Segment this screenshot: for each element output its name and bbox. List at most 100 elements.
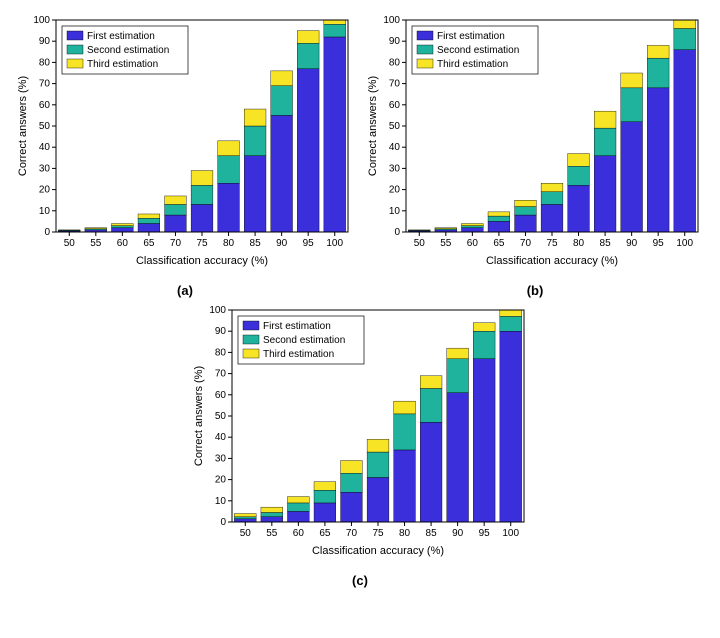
chart-svg: 0102030405060708090100505560657075808590… <box>188 302 532 566</box>
xtick-label: 65 <box>143 238 155 249</box>
bar-segment <box>111 228 133 232</box>
bar-segment <box>447 359 469 393</box>
bar-segment <box>461 228 483 232</box>
ytick-label: 70 <box>389 79 401 90</box>
bar-segment <box>488 221 510 232</box>
bar-segment <box>297 43 319 68</box>
ytick-label: 100 <box>383 15 400 26</box>
ytick-label: 0 <box>220 517 226 528</box>
bar-segment <box>341 473 363 492</box>
ytick-label: 90 <box>389 36 401 47</box>
panel-label-c: (c) <box>188 573 532 588</box>
bar-segment <box>297 69 319 232</box>
xtick-label: 95 <box>653 238 665 249</box>
bar-segment <box>541 192 563 205</box>
xtick-label: 95 <box>479 528 491 539</box>
xtick-label: 85 <box>426 528 438 539</box>
bar-segment <box>488 212 510 216</box>
bar-segment <box>138 218 160 223</box>
bar-segment <box>394 401 416 414</box>
xtick-label: 90 <box>276 238 288 249</box>
bar-segment <box>515 207 537 215</box>
bar-segment <box>568 154 590 167</box>
legend-label: Second estimation <box>437 45 519 56</box>
ytick-label: 90 <box>39 36 51 47</box>
bar-segment <box>234 514 256 517</box>
ytick-label: 100 <box>209 305 226 316</box>
x-axis-label: Classification accuracy (%) <box>136 255 268 267</box>
y-axis-label: Correct answers (%) <box>193 366 205 466</box>
chart-b: 0102030405060708090100505560657075808590… <box>362 12 706 281</box>
bar-segment <box>500 310 522 316</box>
bar-segment <box>500 331 522 522</box>
bar-segment <box>594 128 616 156</box>
bar-segment <box>244 156 266 232</box>
ytick-label: 80 <box>215 347 227 358</box>
ytick-label: 10 <box>215 496 227 507</box>
bar-segment <box>314 503 336 522</box>
bar-segment <box>515 215 537 232</box>
xtick-label: 80 <box>399 528 411 539</box>
bar-segment <box>271 86 293 116</box>
bar-segment <box>261 512 283 516</box>
bar-segment <box>297 31 319 44</box>
bar-segment <box>234 517 256 519</box>
xtick-label: 55 <box>266 528 278 539</box>
bar-segment <box>287 511 309 522</box>
legend-swatch <box>67 31 83 40</box>
bar-segment <box>461 226 483 228</box>
chart-svg: 0102030405060708090100505560657075808590… <box>12 12 356 276</box>
xtick-label: 100 <box>502 528 519 539</box>
panel-b: 0102030405060708090100505560657075808590… <box>362 12 708 298</box>
bar-segment <box>541 183 563 191</box>
ytick-label: 30 <box>389 163 401 174</box>
bar-segment <box>138 224 160 232</box>
bar-segment <box>621 88 643 122</box>
bar-segment <box>191 171 213 186</box>
legend-swatch <box>67 59 83 68</box>
ytick-label: 10 <box>39 206 51 217</box>
bar-segment <box>568 166 590 185</box>
xtick-label: 90 <box>452 528 464 539</box>
ytick-label: 10 <box>389 206 401 217</box>
ytick-label: 60 <box>389 100 401 111</box>
ytick-label: 0 <box>44 227 50 238</box>
bar-segment <box>568 185 590 232</box>
xtick-label: 85 <box>600 238 612 249</box>
bar-segment <box>435 228 457 229</box>
bar-segment <box>165 215 187 232</box>
xtick-label: 75 <box>196 238 208 249</box>
bar-segment <box>500 316 522 331</box>
xtick-label: 95 <box>303 238 315 249</box>
legend-label: Third estimation <box>263 349 334 360</box>
xtick-label: 55 <box>90 238 102 249</box>
legend-swatch <box>243 335 259 344</box>
ytick-label: 30 <box>215 453 227 464</box>
bar-segment <box>191 204 213 232</box>
panel-label-a: (a) <box>12 283 358 298</box>
legend-label: Second estimation <box>87 45 169 56</box>
bar-segment <box>473 323 495 331</box>
ytick-label: 0 <box>394 227 400 238</box>
bar-segment <box>314 490 336 503</box>
xtick-label: 85 <box>250 238 262 249</box>
bar-segment <box>447 393 469 522</box>
legend-label: First estimation <box>87 31 155 42</box>
bar-segment <box>261 507 283 512</box>
xtick-label: 50 <box>240 528 252 539</box>
xtick-label: 70 <box>520 238 532 249</box>
legend-label: First estimation <box>437 31 505 42</box>
bar-segment <box>394 414 416 450</box>
legend-swatch <box>417 45 433 54</box>
bar-segment <box>674 28 696 49</box>
ytick-label: 70 <box>215 369 227 380</box>
bar-segment <box>218 156 240 184</box>
bar-segment <box>341 492 363 522</box>
ytick-label: 40 <box>389 142 401 153</box>
ytick-label: 50 <box>39 121 51 132</box>
bar-segment <box>341 461 363 474</box>
bar-segment <box>111 224 133 226</box>
ytick-label: 20 <box>215 475 227 486</box>
xtick-label: 100 <box>676 238 693 249</box>
bar-segment <box>191 185 213 204</box>
